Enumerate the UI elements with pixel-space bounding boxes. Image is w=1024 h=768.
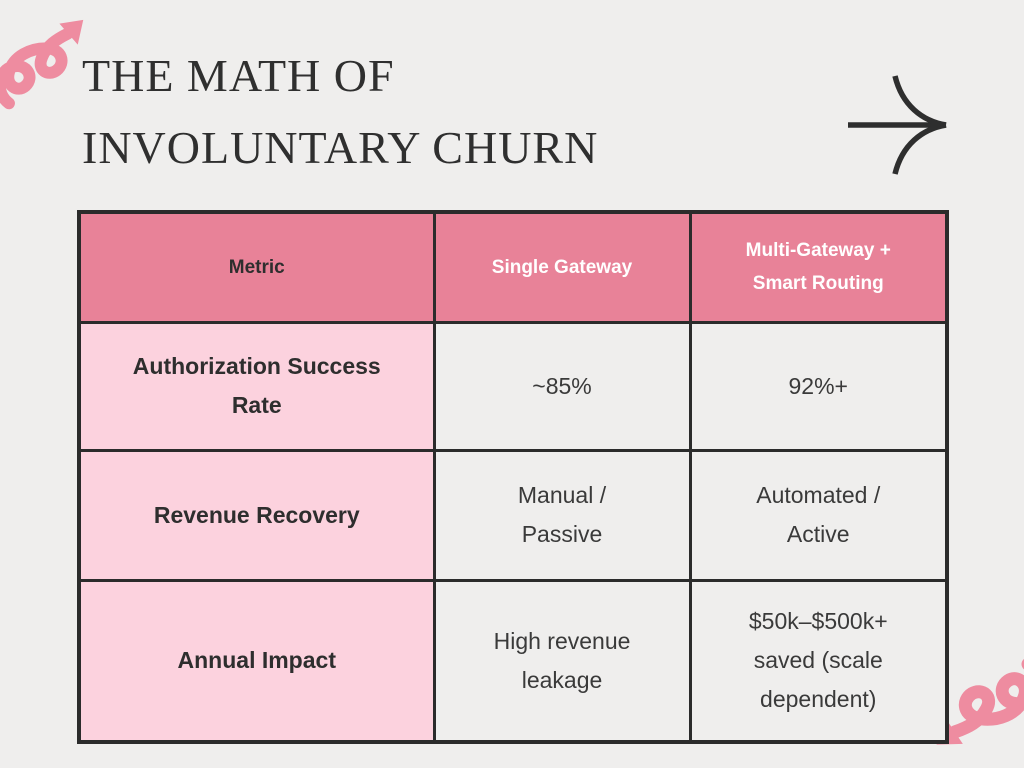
- page-title-line1: THE MATH OF: [82, 50, 395, 101]
- comparison-table: Metric Single Gateway Multi-Gateway + Sm…: [77, 210, 949, 744]
- cell-annual-impact-single: High revenue leakage: [432, 578, 692, 744]
- column-header-multi-gateway: Multi-Gateway + Smart Routing: [688, 210, 949, 324]
- cell-annual-impact-multi: $50k–$500k+ saved (scale dependent): [688, 578, 949, 744]
- page-title: THE MATH OF INVOLUNTARY CHURN: [82, 40, 598, 184]
- column-header-metric: Metric: [77, 210, 436, 324]
- table-row: Authorization Success Rate ~85% 92%+: [77, 320, 949, 452]
- arrow-right-icon: [848, 75, 947, 175]
- cell-auth-rate-single: ~85%: [432, 320, 692, 452]
- row-label-authorization-success-rate: Authorization Success Rate: [77, 320, 436, 452]
- row-label-annual-impact: Annual Impact: [77, 578, 436, 744]
- table-header-row: Metric Single Gateway Multi-Gateway + Sm…: [77, 210, 949, 324]
- cell-auth-rate-multi: 92%+: [688, 320, 949, 452]
- squiggle-arrow-icon: [0, 19, 84, 110]
- row-label-revenue-recovery: Revenue Recovery: [77, 448, 436, 582]
- cell-revenue-recovery-multi: Automated / Active: [688, 448, 949, 582]
- table-row: Revenue Recovery Manual / Passive Automa…: [77, 448, 949, 582]
- page-title-line2: INVOLUNTARY CHURN: [82, 122, 599, 173]
- cell-revenue-recovery-single: Manual / Passive: [432, 448, 692, 582]
- column-header-single-gateway: Single Gateway: [432, 210, 692, 324]
- table-row: Annual Impact High revenue leakage $50k–…: [77, 578, 949, 744]
